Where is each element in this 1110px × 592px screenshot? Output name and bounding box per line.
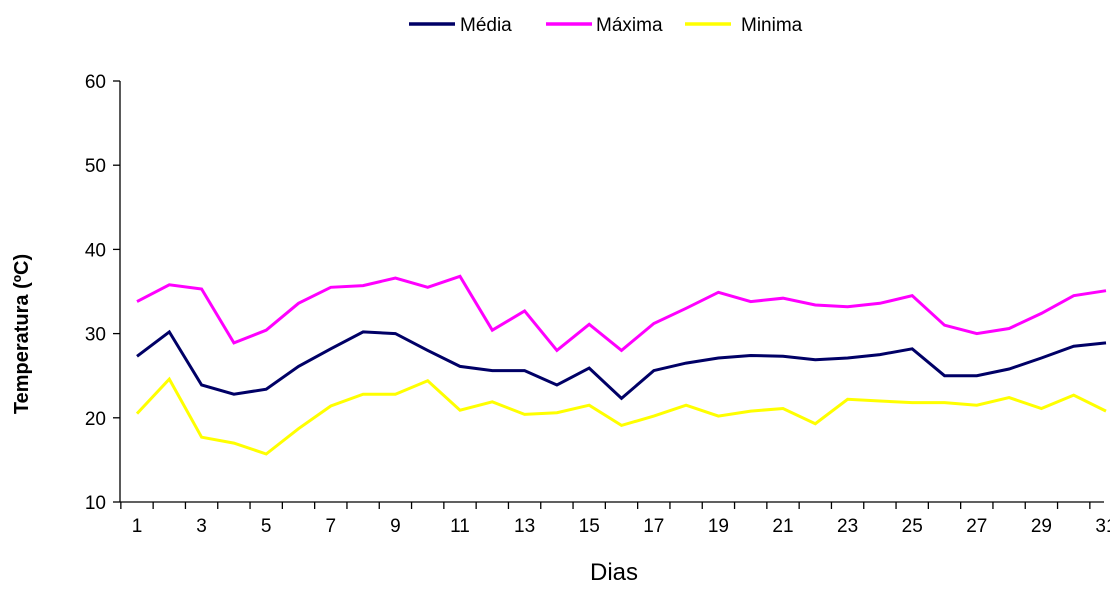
- series-layer: [135, 274, 1107, 456]
- y-tick-label: 10: [85, 493, 106, 514]
- legend-label-2: Minima: [741, 15, 803, 36]
- series-line-1: [136, 274, 1107, 353]
- x-tick-label: 5: [261, 516, 272, 537]
- x-tick-label: 19: [708, 516, 729, 537]
- y-tick-label: 50: [85, 156, 106, 177]
- series-line-0: [136, 329, 1107, 401]
- x-axis-title: Dias: [590, 559, 638, 586]
- x-tick-label: 1: [132, 516, 143, 537]
- x-tick-label: 23: [837, 516, 858, 537]
- x-tick-label: 25: [902, 516, 923, 537]
- y-axis-title: Temperatura (ºC): [11, 254, 33, 414]
- x-tick-label: 9: [390, 516, 401, 537]
- x-tick-label: 21: [772, 516, 793, 537]
- y-tick-label: 20: [85, 409, 106, 430]
- legend: Média Máxima Minima: [409, 15, 803, 36]
- x-tick-label: 15: [579, 516, 600, 537]
- y-tick-label: 40: [85, 240, 106, 261]
- tick-labels: 102030405060135791113151719212325272931: [85, 72, 1110, 537]
- x-tick-label: 27: [966, 516, 987, 537]
- y-tick-label: 60: [85, 72, 106, 93]
- x-tick-label: 31: [1095, 516, 1110, 537]
- x-tick-label: 29: [1031, 516, 1052, 537]
- x-tick-label: 7: [326, 516, 337, 537]
- x-tick-label: 13: [514, 516, 535, 537]
- y-tick-label: 30: [85, 325, 106, 346]
- series-line-2: [135, 376, 1107, 456]
- x-tick-label: 11: [450, 516, 470, 537]
- legend-label-0: Média: [460, 15, 512, 36]
- x-tick-label: 17: [643, 516, 664, 537]
- legend-label-1: Máxima: [596, 15, 663, 36]
- x-tick-label: 3: [196, 516, 207, 537]
- axes: [113, 80, 1104, 509]
